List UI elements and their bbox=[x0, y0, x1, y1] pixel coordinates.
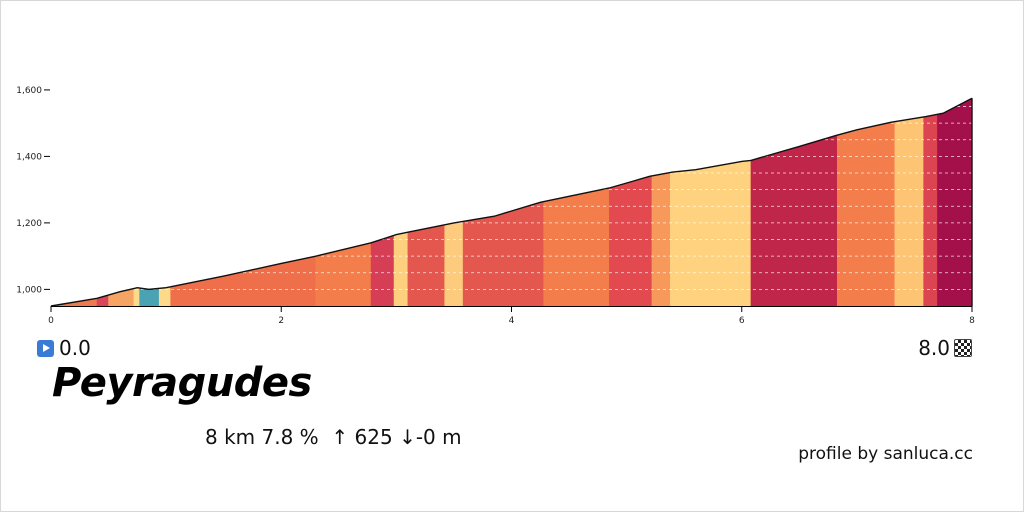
y-tick-label: 1,200 bbox=[16, 219, 42, 229]
x-tick-label: 4 bbox=[509, 316, 515, 326]
play-icon[interactable] bbox=[37, 339, 54, 357]
x-tick-label: 2 bbox=[278, 316, 284, 326]
gradient-segment-6 bbox=[170, 255, 317, 307]
y-tick-label: 1,600 bbox=[16, 86, 42, 96]
gradient-segment-20 bbox=[923, 113, 938, 307]
gradient-segments bbox=[50, 97, 973, 307]
end-distance: 8.0 bbox=[918, 336, 972, 360]
profile-line bbox=[50, 97, 973, 307]
end-distance-label: 8.0 bbox=[918, 336, 950, 360]
gradient-segment-7 bbox=[315, 242, 372, 307]
gradient-segment-17 bbox=[750, 134, 838, 307]
x-tick-label: 0 bbox=[48, 316, 54, 326]
gradient-segment-21 bbox=[937, 97, 973, 307]
x-tick-label: 8 bbox=[969, 316, 975, 326]
gradient-segment-12 bbox=[462, 201, 545, 307]
stat-distance: 8 km bbox=[205, 425, 256, 449]
stat-descent: ↓-0 m bbox=[399, 425, 462, 449]
x-tick-label: 6 bbox=[739, 316, 745, 326]
start-distance: 0.0 bbox=[37, 336, 91, 360]
gradient-segment-16 bbox=[670, 160, 752, 307]
gradient-segment-14 bbox=[609, 175, 653, 307]
gradient-segment-8 bbox=[370, 234, 395, 307]
start-distance-label: 0.0 bbox=[59, 336, 91, 360]
profile-outline bbox=[50, 97, 973, 307]
gradient-segment-3 bbox=[133, 287, 140, 307]
climb-stats: 8 km 7.8 % ↑ 625 ↓-0 m bbox=[205, 425, 462, 449]
gradient-segment-15 bbox=[651, 172, 671, 307]
checkered-flag-icon bbox=[954, 339, 972, 357]
axes: 0 2 4 6 8 1,000 1,200 1,400 1,600 bbox=[16, 86, 975, 326]
stat-ascent: ↑ 625 bbox=[331, 425, 393, 449]
gradient-segment-18 bbox=[836, 121, 896, 307]
gradient-segment-9 bbox=[393, 231, 409, 307]
y-tick-label: 1,000 bbox=[16, 285, 42, 295]
gradient-segment-11 bbox=[444, 221, 464, 307]
gradient-segment-10 bbox=[407, 224, 446, 307]
gradient-segment-4 bbox=[139, 287, 160, 307]
credit-text: profile by sanluca.cc bbox=[798, 444, 973, 464]
y-tick-label: 1,400 bbox=[16, 152, 42, 162]
climb-title: Peyragudes bbox=[52, 360, 312, 406]
stat-gradient: 7.8 % bbox=[261, 425, 319, 449]
gradient-segment-19 bbox=[894, 116, 924, 307]
gradient-segment-13 bbox=[543, 187, 610, 307]
